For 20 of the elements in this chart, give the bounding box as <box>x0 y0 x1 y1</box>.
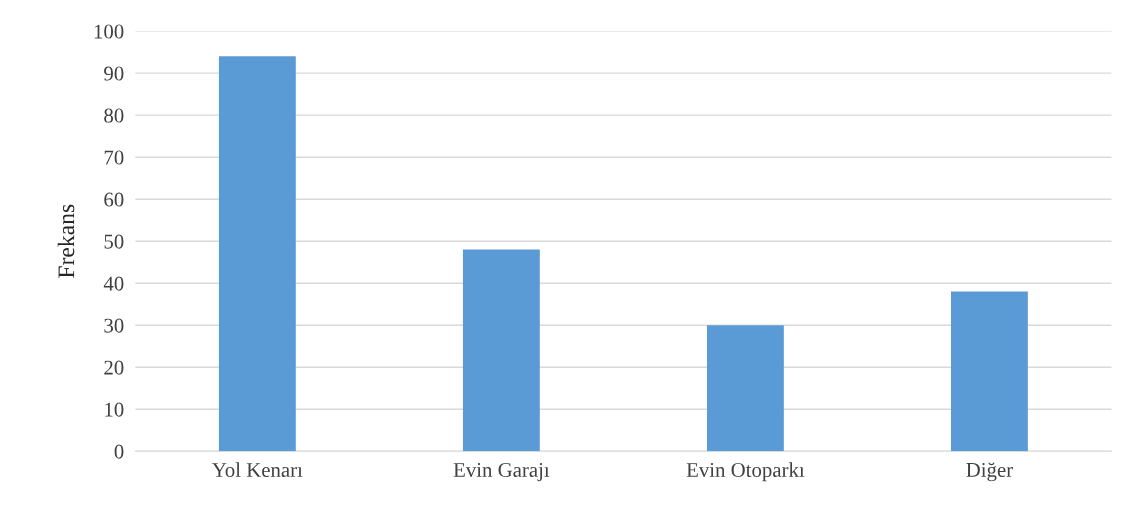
bar <box>462 249 540 452</box>
y-tick-label: 50 <box>104 234 124 249</box>
x-tick-label: Evin Otoparkı <box>686 462 805 482</box>
x-tick-label: Yol Kenarı <box>212 462 303 477</box>
y-tick-label: 60 <box>104 192 124 207</box>
y-tick-label: 90 <box>104 66 124 81</box>
y-tick-label: 100 <box>94 24 124 39</box>
y-axis-title: Frekans <box>57 204 75 278</box>
x-tick-label: Diğer <box>966 462 1013 482</box>
x-tick-label: Evin Garajı <box>453 462 550 482</box>
y-tick-label: 0 <box>114 444 124 459</box>
bar <box>218 56 296 452</box>
y-tick-label: 10 <box>105 402 124 417</box>
bar <box>706 325 784 452</box>
y-tick-label: 40 <box>103 276 124 291</box>
y-tick-label: 20 <box>104 360 124 375</box>
y-tick-label: 80 <box>104 108 124 123</box>
y-tick-label: 70 <box>104 150 124 165</box>
bar <box>951 291 1028 452</box>
y-tick-label: 30 <box>104 318 124 333</box>
